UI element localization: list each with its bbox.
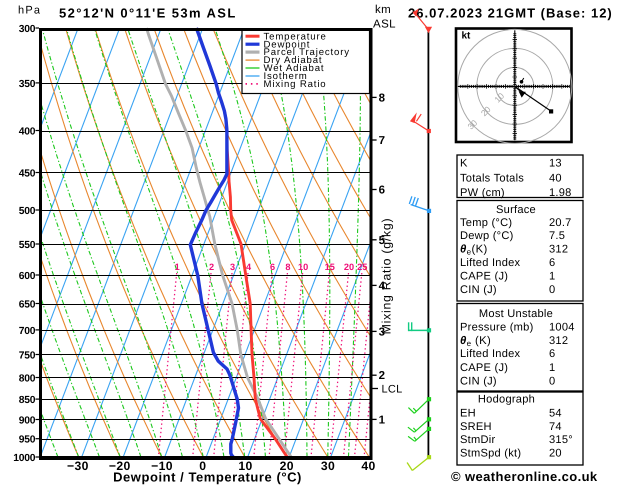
svg-text:StmSpd (kt): StmSpd (kt)	[460, 448, 521, 460]
svg-text:θe (K): θe (K)	[460, 335, 491, 348]
svg-text:0: 0	[549, 376, 555, 388]
svg-text:8: 8	[379, 92, 386, 104]
svg-text:40: 40	[361, 459, 375, 473]
svg-text:20: 20	[549, 448, 562, 460]
svg-text:Temp (°C): Temp (°C)	[460, 217, 512, 229]
svg-text:Surface: Surface	[496, 204, 536, 216]
svg-text:40: 40	[549, 173, 562, 185]
svg-text:kt: kt	[462, 31, 472, 42]
svg-text:6: 6	[379, 185, 385, 197]
svg-text:1.98: 1.98	[549, 187, 572, 199]
svg-text:Dewpoint / Temperature (°C): Dewpoint / Temperature (°C)	[113, 470, 302, 485]
svg-text:1: 1	[379, 414, 386, 426]
svg-text:10: 10	[238, 459, 252, 473]
svg-text:26.07.2023 21GMT (Base: 12): 26.07.2023 21GMT (Base: 12)	[408, 6, 613, 21]
svg-text:20: 20	[344, 262, 354, 272]
svg-text:CIN (J): CIN (J)	[460, 284, 497, 296]
svg-text:800: 800	[19, 373, 36, 384]
svg-text:0: 0	[199, 459, 206, 473]
svg-text:EH: EH	[460, 407, 476, 419]
svg-text:CIN (J): CIN (J)	[460, 376, 497, 388]
svg-text:Mixing Ratio: Mixing Ratio	[264, 79, 327, 90]
svg-text:312: 312	[549, 335, 568, 347]
svg-text:Dewp (°C): Dewp (°C)	[460, 230, 514, 242]
svg-text:312: 312	[549, 244, 568, 256]
svg-text:7: 7	[379, 135, 385, 147]
svg-text:SREH: SREH	[460, 421, 492, 433]
svg-text:52°12'N 0°11'E 53m ASL: 52°12'N 0°11'E 53m ASL	[59, 6, 237, 21]
svg-text:0: 0	[549, 284, 555, 296]
svg-text:hPa: hPa	[18, 5, 41, 17]
svg-text:350: 350	[19, 79, 36, 90]
svg-text:Lifted Index: Lifted Index	[460, 257, 521, 269]
svg-text:Wet Adiabat: Wet Adiabat	[264, 63, 325, 74]
svg-text:54: 54	[549, 407, 562, 419]
svg-text:300: 300	[19, 24, 36, 35]
svg-text:Isotherm: Isotherm	[264, 71, 308, 82]
svg-text:10: 10	[298, 262, 308, 272]
svg-text:Dry Adiabat: Dry Adiabat	[264, 55, 323, 66]
svg-text:StmDir: StmDir	[460, 434, 495, 446]
svg-text:315°: 315°	[549, 434, 573, 446]
svg-text:K: K	[460, 158, 468, 170]
svg-text:1004: 1004	[549, 321, 575, 333]
svg-text:Totals Totals: Totals Totals	[460, 173, 524, 185]
svg-text:500: 500	[19, 206, 36, 217]
svg-text:LCL: LCL	[382, 384, 403, 396]
svg-text:700: 700	[19, 326, 36, 337]
svg-text:1000: 1000	[13, 453, 36, 464]
svg-text:PW (cm): PW (cm)	[460, 187, 505, 199]
svg-text:950: 950	[19, 435, 36, 446]
svg-text:850: 850	[19, 395, 36, 406]
svg-text:6: 6	[549, 257, 555, 269]
svg-text:2: 2	[209, 262, 214, 272]
svg-text:Parcel Trajectory: Parcel Trajectory	[264, 47, 350, 58]
svg-text:900: 900	[19, 415, 36, 426]
svg-text:1: 1	[549, 362, 555, 374]
svg-text:ASL: ASL	[373, 19, 396, 31]
svg-text:−30: −30	[67, 459, 89, 473]
svg-text:7.5: 7.5	[549, 230, 565, 242]
svg-text:−10: −10	[151, 459, 173, 473]
svg-text:25: 25	[357, 262, 367, 272]
svg-text:450: 450	[19, 168, 36, 179]
svg-text:8: 8	[285, 262, 290, 272]
svg-text:30: 30	[321, 459, 335, 473]
svg-text:1: 1	[175, 262, 180, 272]
svg-text:Dewpoint: Dewpoint	[264, 39, 311, 50]
svg-text:6: 6	[270, 262, 275, 272]
svg-text:−20: −20	[109, 459, 131, 473]
svg-text:400: 400	[19, 126, 36, 137]
svg-text:750: 750	[19, 350, 36, 361]
svg-text:6: 6	[549, 348, 555, 360]
svg-text:2: 2	[379, 370, 385, 382]
svg-text:Lifted Index: Lifted Index	[460, 348, 521, 360]
svg-text:km: km	[375, 4, 391, 16]
svg-text:20.7: 20.7	[549, 217, 572, 229]
svg-text:20: 20	[280, 459, 294, 473]
svg-text:4: 4	[379, 280, 386, 292]
svg-text:650: 650	[19, 299, 36, 310]
svg-text:θe(K): θe(K)	[460, 244, 488, 257]
svg-text:Pressure (mb): Pressure (mb)	[460, 321, 534, 333]
svg-text:5: 5	[379, 235, 386, 247]
svg-text:Mixing Ratio (g/kg): Mixing Ratio (g/kg)	[380, 218, 394, 335]
svg-text:Temperature: Temperature	[264, 31, 327, 42]
svg-text:74: 74	[549, 421, 562, 433]
svg-text:Most Unstable: Most Unstable	[479, 308, 553, 320]
svg-text:CAPE (J): CAPE (J)	[460, 271, 508, 283]
svg-text:15: 15	[325, 262, 335, 272]
svg-text:Hodograph: Hodograph	[478, 394, 535, 406]
svg-text:13: 13	[549, 158, 562, 170]
svg-text:3: 3	[379, 326, 385, 338]
svg-text:CAPE (J): CAPE (J)	[460, 362, 508, 374]
svg-text:1: 1	[549, 271, 555, 283]
svg-text:© weatheronline.co.uk: © weatheronline.co.uk	[451, 469, 598, 484]
svg-text:3: 3	[230, 262, 235, 272]
svg-text:600: 600	[19, 271, 36, 282]
svg-text:550: 550	[19, 240, 36, 251]
svg-text:4: 4	[246, 262, 252, 272]
